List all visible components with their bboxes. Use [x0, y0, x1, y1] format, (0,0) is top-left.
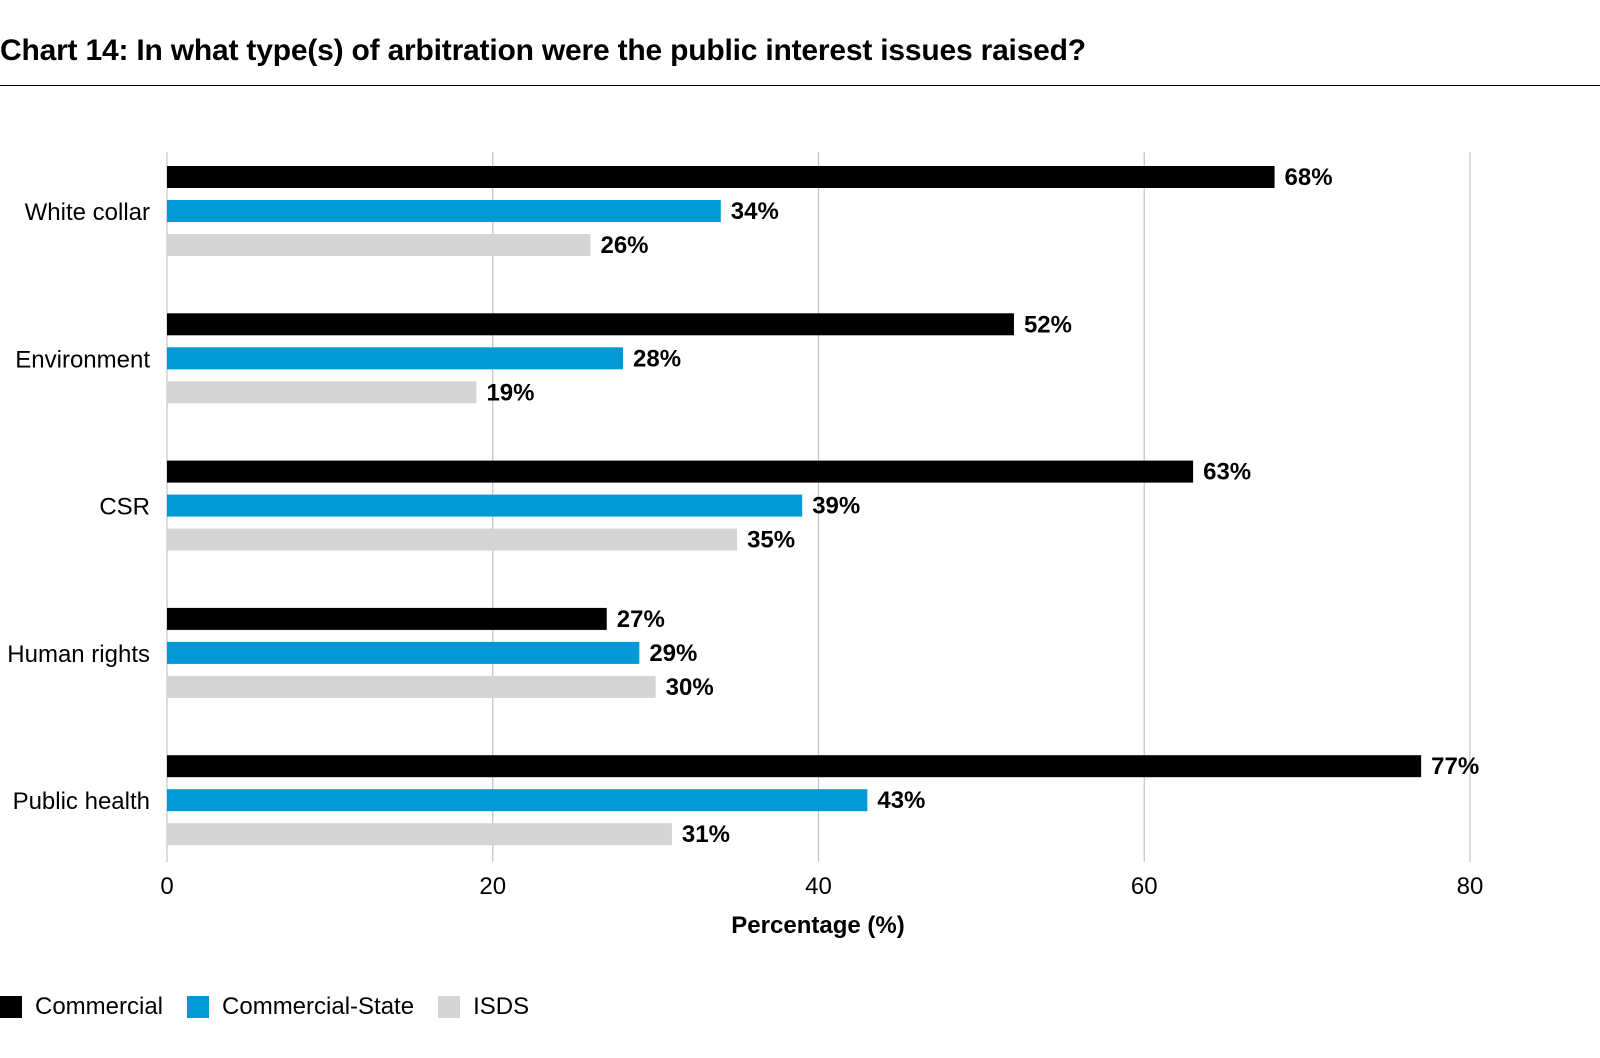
data-label: 29% [649, 640, 697, 667]
bar [167, 347, 624, 370]
data-label: 26% [600, 232, 648, 259]
bar [167, 607, 607, 630]
bar [167, 641, 640, 664]
data-label: 19% [486, 379, 534, 406]
bar [167, 200, 721, 222]
legend-label: Commercial [35, 993, 164, 1020]
data-labels: 68% 34% 26% 52% 28% 19% 63% 39% 35% 27% 29% 30% 77% 4… [486, 164, 1479, 848]
category-label: CSR [99, 494, 150, 521]
category-labels: White collar Environment CSR Human rights Pu… [7, 199, 150, 815]
bar [167, 313, 1014, 336]
bar [167, 234, 591, 256]
legend-label: ISDS [473, 993, 530, 1020]
bar [167, 166, 1275, 188]
bar-chart: 68% 34% 26% 52% 28% 19% 63% 39% 35% 27% 29% 30% 77% 4… [7, 152, 1483, 939]
bar [167, 381, 477, 404]
data-label: 28% [633, 345, 681, 372]
category-label: Environment [15, 346, 150, 373]
legend-swatch [0, 996, 22, 1018]
category-label: Public health [13, 788, 150, 815]
legend-item: ISDS [438, 993, 529, 1021]
data-label: 27% [617, 606, 665, 633]
chart-title: Chart 14: In what type(s) of arbitration… [0, 34, 1086, 67]
bar [167, 789, 868, 812]
x-tick-label: 80 [1457, 873, 1484, 900]
data-label: 68% [1285, 164, 1333, 191]
data-label: 30% [666, 674, 714, 701]
legend: Commercial Commercial-State ISDS [0, 993, 553, 1021]
data-label: 39% [812, 493, 860, 520]
bar [167, 823, 672, 846]
bar [167, 755, 1422, 778]
data-label: 77% [1431, 753, 1479, 780]
data-label: 63% [1203, 459, 1251, 486]
legend-swatch [438, 996, 461, 1018]
x-tick-label: 40 [805, 873, 832, 900]
legend-item: Commercial-State [187, 993, 414, 1021]
legend-item: Commercial [0, 993, 163, 1021]
bars [167, 166, 1422, 846]
title-divider [0, 85, 1600, 86]
data-label: 43% [877, 787, 925, 814]
data-label: 52% [1024, 311, 1072, 338]
x-tick-labels: 0 20 40 60 80 [160, 873, 1483, 900]
x-tick-label: 60 [1131, 873, 1158, 900]
bar [167, 460, 1194, 483]
x-tick-label: 20 [479, 873, 506, 900]
category-label: White collar [25, 199, 150, 226]
data-label: 34% [731, 198, 779, 225]
data-label: 35% [747, 527, 795, 554]
legend-label: Commercial-State [222, 993, 415, 1020]
legend-swatch [187, 996, 210, 1018]
category-label: Human rights [7, 641, 150, 668]
x-axis-title: Percentage (%) [731, 912, 904, 939]
bar [167, 528, 738, 551]
data-label: 31% [682, 821, 730, 848]
bar [167, 675, 656, 698]
x-tick-label: 0 [160, 873, 173, 900]
bar [167, 494, 803, 517]
